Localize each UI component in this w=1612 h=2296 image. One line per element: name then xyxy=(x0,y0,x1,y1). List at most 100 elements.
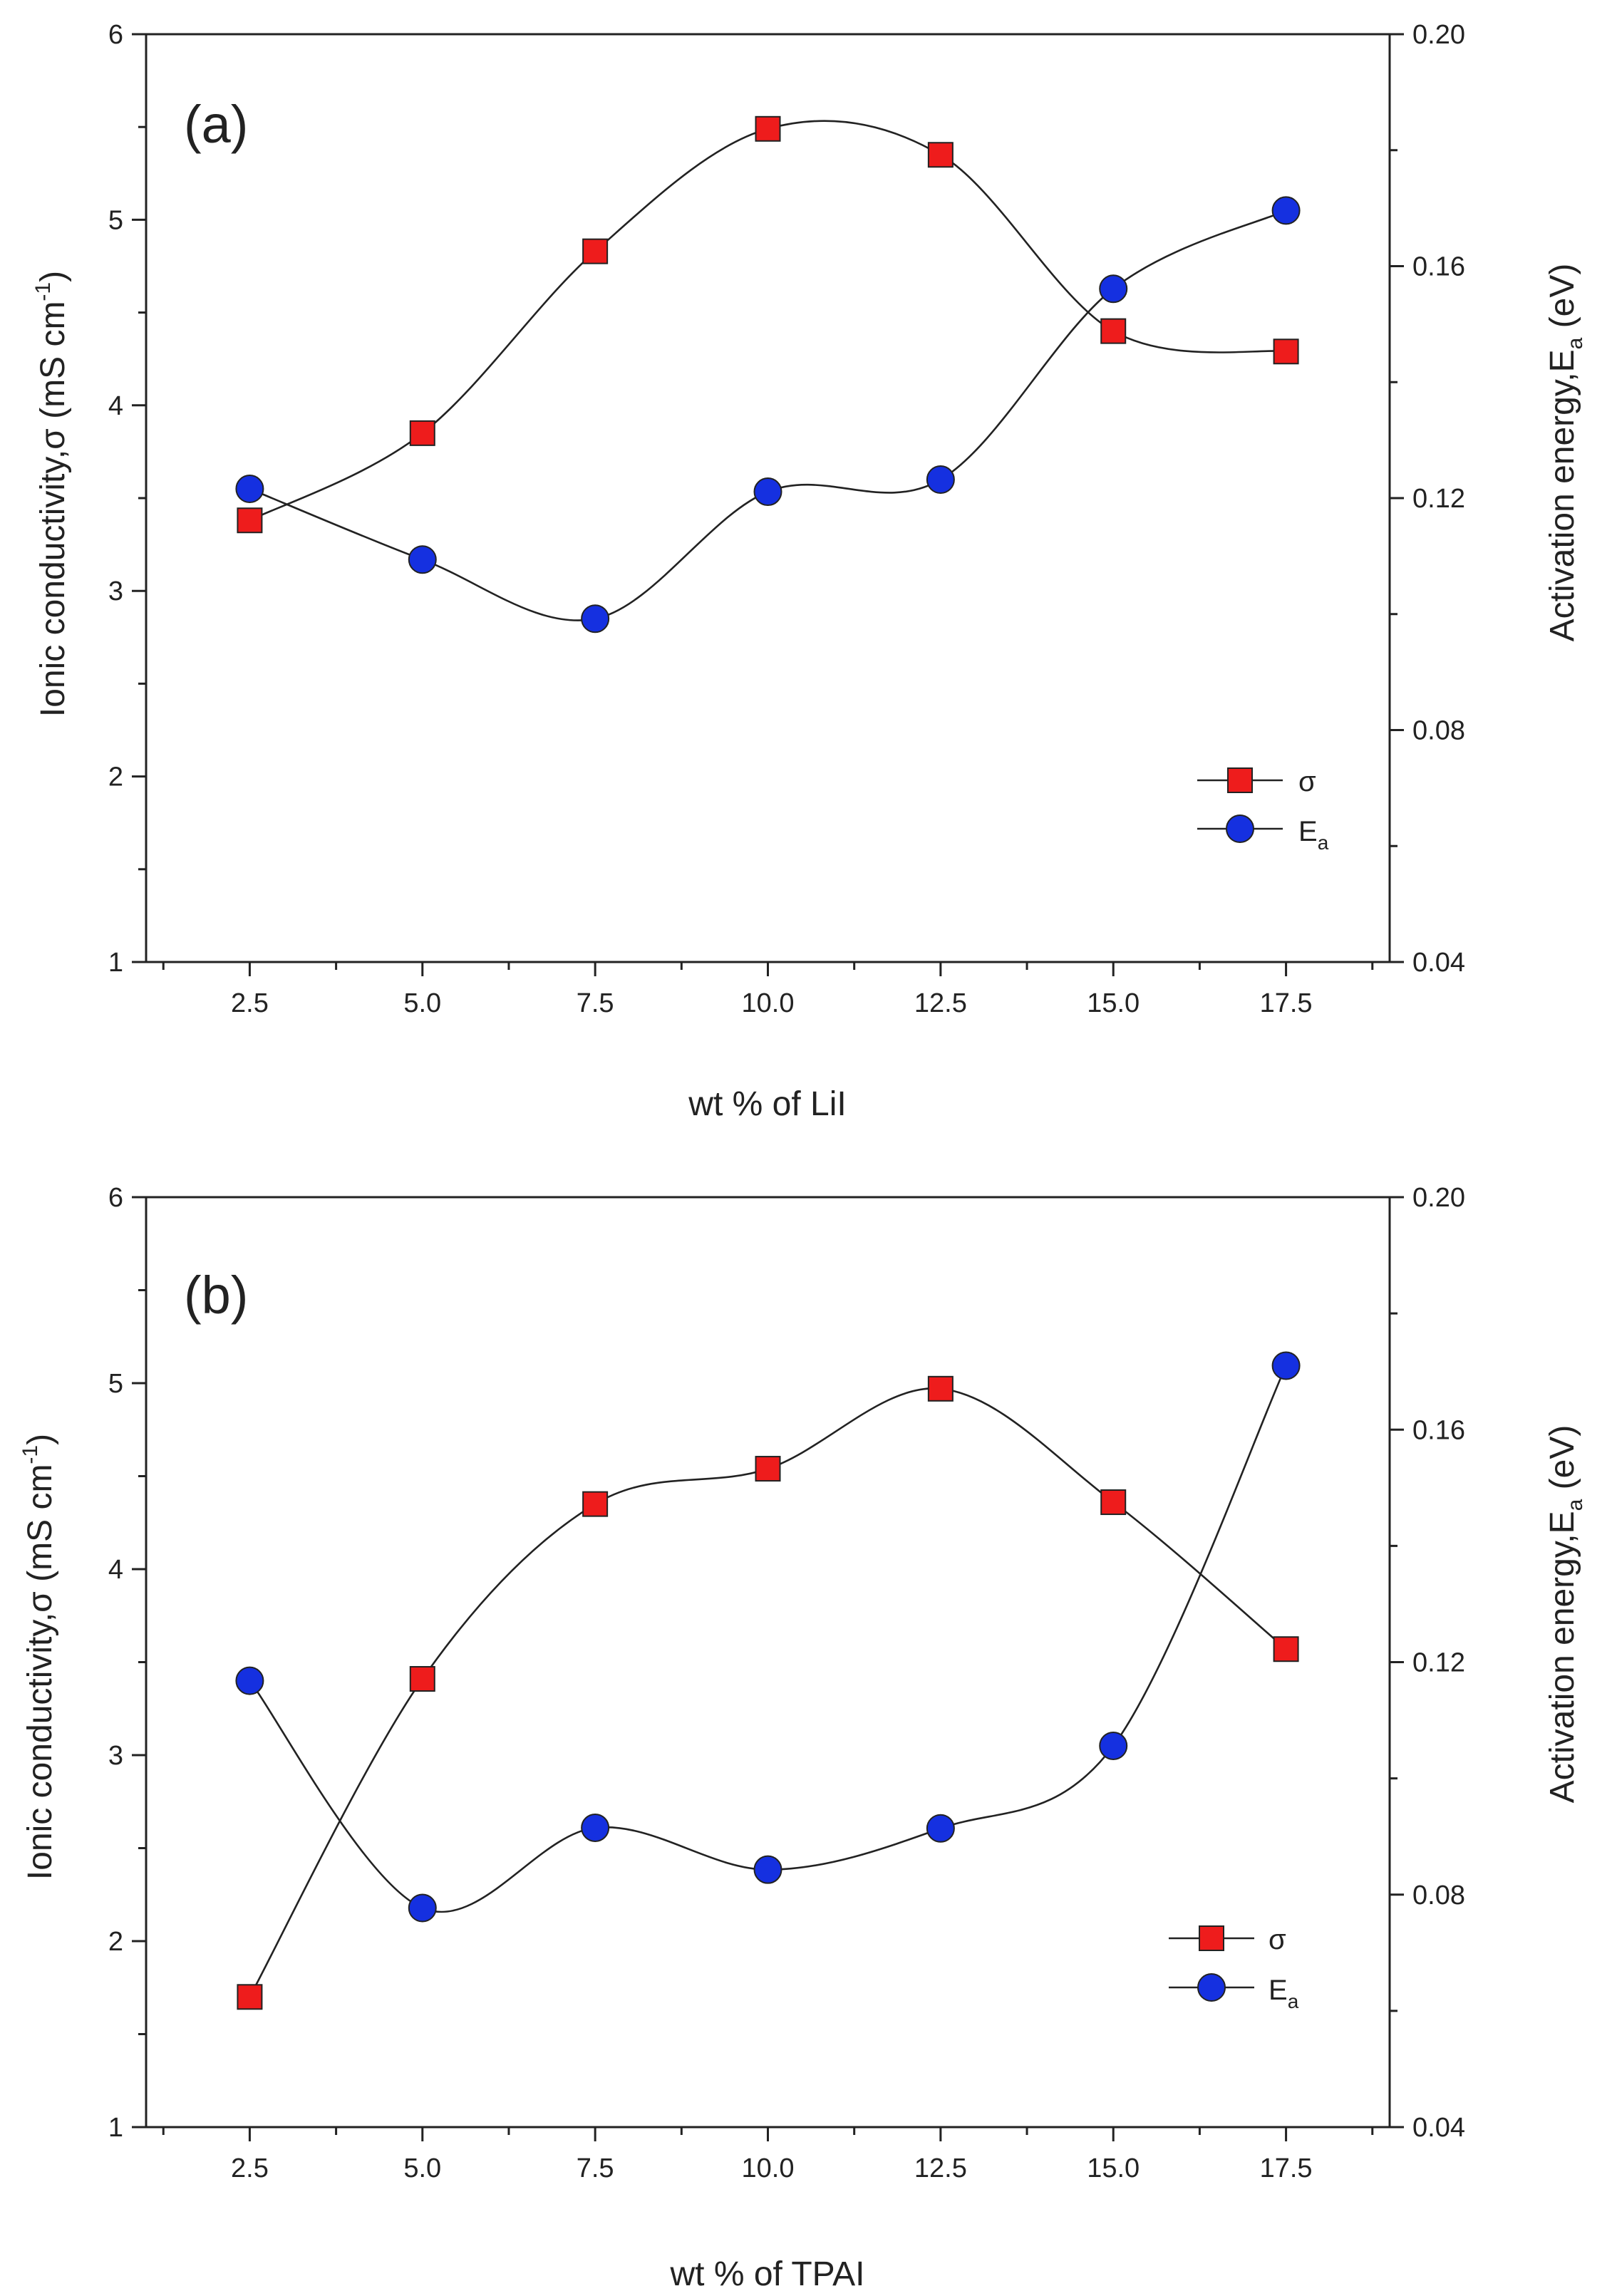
ea-point-a-3 xyxy=(753,477,782,507)
y2-axis-title-a: Activation energy,Ea (eV) xyxy=(1544,264,1587,642)
y2-tick-label-a-4: 0.20 xyxy=(1412,20,1465,50)
ea-point-a-6 xyxy=(1271,196,1301,225)
ea-point-a-5 xyxy=(1099,274,1128,304)
series-line-ea-b xyxy=(249,1365,1287,1913)
legend-b-ea-label: Ea xyxy=(1269,1975,1299,2012)
x-tick-label-b-0: 2.5 xyxy=(231,2153,269,2183)
y-axis-title-a: Ionic conductivity,σ (mS cm-1) xyxy=(31,271,72,717)
sigma-point-a-4 xyxy=(927,142,954,168)
y-tick-label-b-5: 6 xyxy=(108,1183,123,1213)
legend-a-ea-label-main: E xyxy=(1298,816,1318,847)
sigma-point-b-0 xyxy=(237,1984,263,2010)
x-tick-label-a-4: 12.5 xyxy=(914,988,967,1018)
x-tick-label-a-0: 2.5 xyxy=(231,988,269,1018)
ea-point-b-0 xyxy=(235,1666,264,1695)
legend-b-ea-marker xyxy=(1197,1973,1226,2002)
legend-a-sigma-marker xyxy=(1227,767,1253,793)
y-axis-title-a-main: Ionic conductivity,σ (mS cm xyxy=(34,301,72,718)
ea-point-b-2 xyxy=(581,1813,610,1842)
y-tick-label-a-2: 3 xyxy=(108,576,123,606)
y-tick-label-b-4: 5 xyxy=(108,1369,123,1399)
ea-point-a-1 xyxy=(408,545,437,574)
legend-b: σ Ea xyxy=(1169,1924,1299,2012)
x-tick-label-a-1: 5.0 xyxy=(403,988,441,1018)
x-tick-label-b-5: 15.0 xyxy=(1087,2153,1140,2183)
sigma-point-b-3 xyxy=(755,1456,781,1482)
y-axis-title-a-sup: -1 xyxy=(31,282,55,301)
sigma-point-b-6 xyxy=(1273,1636,1299,1662)
sigma-point-a-2 xyxy=(582,238,609,264)
x-tick-label-a-2: 7.5 xyxy=(577,988,614,1018)
panel-label-a: (a) xyxy=(184,95,248,154)
legend-a-sigma-label: σ xyxy=(1298,766,1316,797)
x-tick-label-b-2: 7.5 xyxy=(577,2153,614,2183)
y-tick-label-b-1: 2 xyxy=(108,1927,123,1957)
sigma-point-a-5 xyxy=(1100,318,1127,344)
y-axis-title-b-end: ) xyxy=(21,1434,59,1445)
x-tick-label-b-1: 5.0 xyxy=(403,2153,441,2183)
legend-b-ea-label-sub: a xyxy=(1288,1990,1299,2012)
y2-axis-title-a-sub: a xyxy=(1564,337,1587,349)
panel-label-b: (b) xyxy=(184,1266,248,1325)
sigma-point-b-5 xyxy=(1100,1489,1127,1516)
y2-tick-label-b-1: 0.08 xyxy=(1412,1881,1465,1910)
x-tick-label-a-6: 17.5 xyxy=(1260,988,1313,1018)
ea-point-b-1 xyxy=(408,1893,437,1923)
legend-b-sigma-marker xyxy=(1199,1925,1224,1951)
markers-a xyxy=(235,115,1301,634)
x-axis-title-a: wt % of LiI xyxy=(688,1085,846,1123)
legend-a-ea-marker xyxy=(1226,815,1254,843)
x-tick-label-a-3: 10.0 xyxy=(742,988,795,1018)
curves-a xyxy=(249,120,1287,621)
ea-point-b-3 xyxy=(753,1855,782,1884)
y2-axis-title-b-sub: a xyxy=(1564,1499,1587,1511)
y2-tick-label-a-1: 0.08 xyxy=(1412,716,1465,746)
y-tick-label-b-3: 4 xyxy=(108,1555,123,1585)
x-tick-label-b-6: 17.5 xyxy=(1260,2153,1313,2183)
ticks-b xyxy=(132,1196,1404,2141)
y2-tick-label-b-4: 0.20 xyxy=(1412,1183,1465,1213)
tick-labels-b: 2.5 5.0 7.5 10.0 12.5 15.0 17.5 1 2 3 4 5 6 0.04 0.08 0… xyxy=(108,1183,1465,2183)
sigma-point-a-3 xyxy=(755,115,781,142)
y-axis-title-b: Ionic conductivity,σ (mS cm-1) xyxy=(19,1434,59,1880)
legend-b-ea-label-main: E xyxy=(1269,1975,1288,2006)
x-tick-label-b-3: 10.0 xyxy=(742,2153,795,2183)
y-tick-label-a-0: 1 xyxy=(108,948,123,978)
y-axis-title-b-sup: -1 xyxy=(19,1445,42,1464)
x-axis-title-b: wt % of TPAI xyxy=(670,2255,865,2293)
y-tick-label-b-0: 1 xyxy=(108,2113,123,2143)
tick-labels-a: 2.5 5.0 7.5 10.0 12.5 15.0 17.5 1 2 3 4 5 6 0.04 0.08 0… xyxy=(108,20,1465,1018)
ea-point-b-4 xyxy=(926,1814,955,1843)
y-axis-title-b-main: Ionic conductivity,σ (mS cm xyxy=(21,1464,59,1881)
x-tick-label-a-5: 15.0 xyxy=(1087,988,1140,1018)
x-tick-label-b-4: 12.5 xyxy=(914,2153,967,2183)
series-line-ea-a xyxy=(249,210,1287,621)
ticks-a xyxy=(132,33,1404,976)
sigma-point-b-4 xyxy=(927,1375,954,1402)
y2-tick-label-b-2: 0.12 xyxy=(1412,1648,1465,1678)
y2-axis-title-b: Activation energy,Ea (eV) xyxy=(1544,1425,1587,1804)
legend-a-ea-label: Ea xyxy=(1298,816,1329,854)
y-tick-label-b-2: 3 xyxy=(108,1741,123,1771)
ea-point-b-5 xyxy=(1099,1731,1128,1760)
y-tick-label-a-4: 5 xyxy=(108,205,123,235)
legend-a: σ Ea xyxy=(1197,766,1329,854)
chart-panel-b: 2.5 5.0 7.5 10.0 12.5 15.0 17.5 1 2 3 4 5 6 0.04 0.08 0… xyxy=(19,1183,1587,2293)
y2-axis-title-b-end: (eV) xyxy=(1544,1425,1581,1499)
ea-point-a-0 xyxy=(235,474,264,503)
sigma-point-a-1 xyxy=(409,420,435,446)
y2-tick-label-a-3: 0.16 xyxy=(1412,252,1465,282)
y2-axis-title-a-main: Activation energy,E xyxy=(1544,349,1581,641)
y2-axis-title-b-main: Activation energy,E xyxy=(1544,1511,1581,1803)
sigma-point-b-1 xyxy=(409,1665,435,1692)
y2-tick-label-a-2: 0.12 xyxy=(1412,484,1465,514)
sigma-point-a-6 xyxy=(1273,338,1299,365)
chart-panel-a: 2.5 5.0 7.5 10.0 12.5 15.0 17.5 1 2 3 4 5 6 0.04 0.08 0… xyxy=(31,20,1587,1123)
legend-a-ea-label-sub: a xyxy=(1318,832,1329,854)
y-tick-label-a-5: 6 xyxy=(108,20,123,50)
y-axis-title-a-end: ) xyxy=(34,271,72,282)
y-tick-label-a-3: 4 xyxy=(108,391,123,421)
ea-point-b-6 xyxy=(1271,1351,1301,1380)
y-tick-label-a-1: 2 xyxy=(108,762,123,792)
